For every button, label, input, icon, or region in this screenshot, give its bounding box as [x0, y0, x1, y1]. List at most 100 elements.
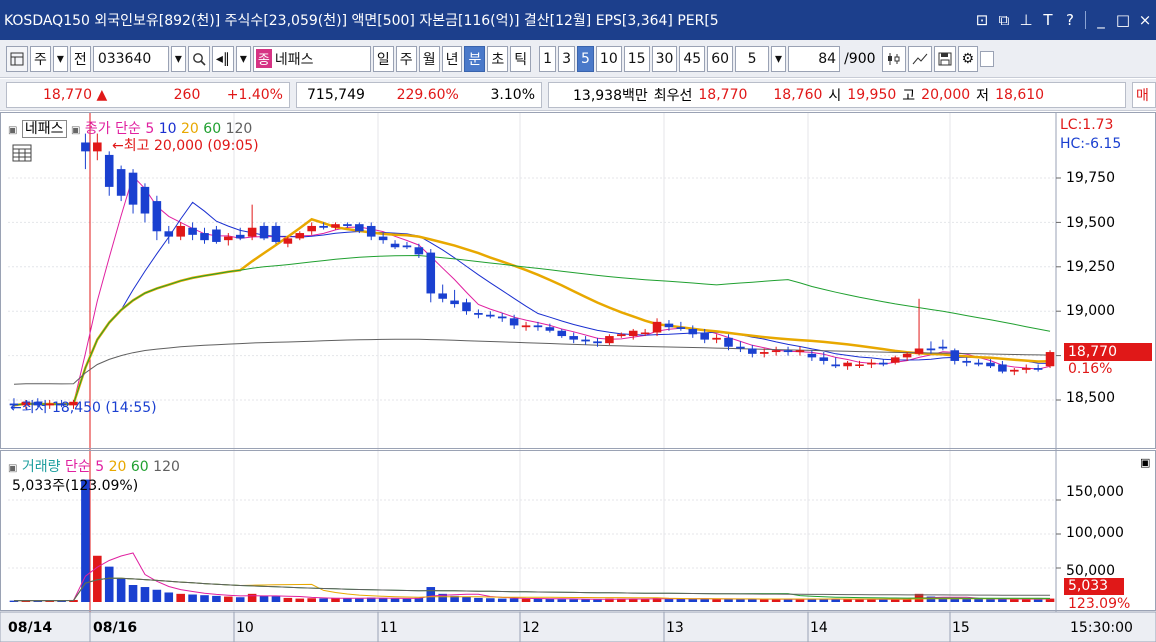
stock-code-input[interactable]: 033640: [92, 45, 169, 72]
candle-body: [521, 325, 531, 328]
tab-period-week[interactable]: 주: [395, 45, 417, 72]
type-dropdown-icon[interactable]: ▾: [52, 45, 68, 72]
tab-period-month[interactable]: 월: [418, 45, 440, 72]
candle-body: [152, 201, 162, 232]
count-input[interactable]: 84: [788, 45, 841, 72]
volume-bar: [545, 598, 555, 602]
tab-period-year[interactable]: 년: [441, 45, 463, 72]
gear-icon[interactable]: ⚙: [957, 45, 979, 72]
candle-body: [259, 225, 269, 239]
candle-body: [700, 332, 709, 340]
volume-bar: [81, 479, 90, 602]
tab-period-second[interactable]: 초: [487, 45, 509, 72]
legend-vol-ma120: 120: [153, 459, 180, 475]
close-icon[interactable]: ×: [1138, 11, 1152, 29]
candle-style-icon[interactable]: [881, 45, 906, 72]
legend-ma5: 5: [145, 121, 155, 137]
open-label: 시: [828, 87, 842, 104]
volume-bar: [736, 599, 745, 602]
stock-name-field[interactable]: 종 네패스: [252, 45, 371, 72]
chart-area[interactable]: ▣ 네패스 ▣ 종가 단순 5 10 20 60 120 ←최고 20,000 …: [0, 112, 1156, 642]
interval-5[interactable]: 5: [576, 45, 594, 72]
volume-bar: [771, 599, 781, 602]
candle-body: [724, 337, 733, 347]
search-icon[interactable]: [187, 45, 210, 72]
y-tick-18500: 18,500: [1066, 390, 1115, 406]
candle-body: [426, 252, 436, 294]
volume-bar: [688, 599, 698, 602]
volume-bar: [450, 595, 459, 602]
volume-bar: [331, 597, 340, 602]
candle-body: [986, 362, 995, 367]
interval-60[interactable]: 60: [707, 45, 734, 72]
code-dropdown-icon[interactable]: ▾: [170, 45, 186, 72]
save-icon[interactable]: [933, 45, 956, 72]
volume-bar: [712, 599, 721, 602]
trendline-icon[interactable]: [907, 45, 932, 72]
prev-button[interactable]: 전: [69, 45, 91, 72]
volume-bar: [152, 589, 162, 602]
option-checkbox[interactable]: [980, 50, 995, 67]
current-price-pct: 0.16%: [1068, 361, 1113, 377]
candle-body: [640, 332, 650, 335]
copy-window-icon[interactable]: ⧉: [998, 11, 1010, 29]
volume-current-pct: 123.09%: [1068, 596, 1131, 612]
candle-body: [283, 238, 293, 244]
volume-bar: [164, 592, 174, 602]
volume-bar: [128, 585, 138, 602]
volume-bar: [21, 600, 31, 602]
minimize-icon[interactable]: _: [1097, 11, 1105, 29]
interval-30[interactable]: 30: [651, 45, 678, 72]
interval-select[interactable]: 5: [735, 45, 770, 72]
candle-body: [104, 154, 114, 187]
interval-dropdown-icon[interactable]: ▾: [771, 45, 787, 72]
tab-period-minute[interactable]: 분: [464, 45, 486, 72]
more-button[interactable]: 매: [1132, 81, 1156, 108]
interval-3[interactable]: 3: [558, 45, 575, 72]
best-quote-label: 최우선: [653, 87, 693, 104]
pin-icon[interactable]: ⊥: [1019, 11, 1033, 29]
candle-body: [390, 243, 400, 248]
maximize-icon[interactable]: □: [1115, 11, 1131, 29]
tab-period-tick[interactable]: 틱: [510, 45, 532, 72]
price-info-bar: 18,770 ▲ 260 +1.40% 715,749 229.60% 3.10…: [0, 79, 1156, 111]
sound-icon[interactable]: ◂∥: [211, 45, 234, 72]
high-label: 고: [902, 87, 916, 104]
price-change: 260: [173, 86, 201, 103]
candle-body: [581, 339, 590, 342]
help-icon[interactable]: ?: [1066, 11, 1074, 29]
menu-grid-icon[interactable]: [6, 45, 28, 72]
candle-body: [57, 403, 66, 406]
sound-dropdown-icon[interactable]: ▾: [235, 45, 251, 72]
candle-body: [81, 142, 90, 152]
panel-close-icon[interactable]: ▣: [1140, 456, 1151, 469]
current-price-tag: 18,770: [1064, 343, 1152, 361]
legend-stock-name: 네패스: [21, 120, 67, 138]
volume-bar: [271, 596, 281, 602]
volume-bar: [998, 598, 1007, 602]
ma-line-120: [13, 338, 1051, 385]
chart-svg[interactable]: [0, 112, 1156, 642]
type-select[interactable]: 주: [30, 45, 51, 72]
volume-bar: [926, 596, 936, 602]
candle-body: [497, 316, 507, 319]
tab-period-day[interactable]: 일: [372, 45, 394, 72]
volume-bar: [1045, 598, 1055, 602]
font-icon[interactable]: T: [1043, 11, 1053, 29]
ma-line-5: [13, 175, 1051, 406]
volume-bar: [879, 599, 888, 602]
interval-45[interactable]: 45: [679, 45, 706, 72]
interval-15[interactable]: 15: [623, 45, 650, 72]
volume-bar: [33, 600, 43, 602]
vol-tick-50000: 50,000: [1066, 563, 1115, 579]
candle-body: [950, 350, 960, 361]
volume-bar: [986, 599, 995, 602]
volume-current-tag: 5,033: [1064, 578, 1124, 595]
interval-1[interactable]: 1: [539, 45, 557, 72]
table-icon[interactable]: [12, 144, 32, 166]
x-label-0814: 08/14: [8, 620, 53, 636]
interval-10[interactable]: 10: [595, 45, 622, 72]
volume-bar: [724, 598, 733, 602]
layout-icon[interactable]: ⊡: [975, 11, 989, 29]
candle-body: [9, 403, 19, 406]
